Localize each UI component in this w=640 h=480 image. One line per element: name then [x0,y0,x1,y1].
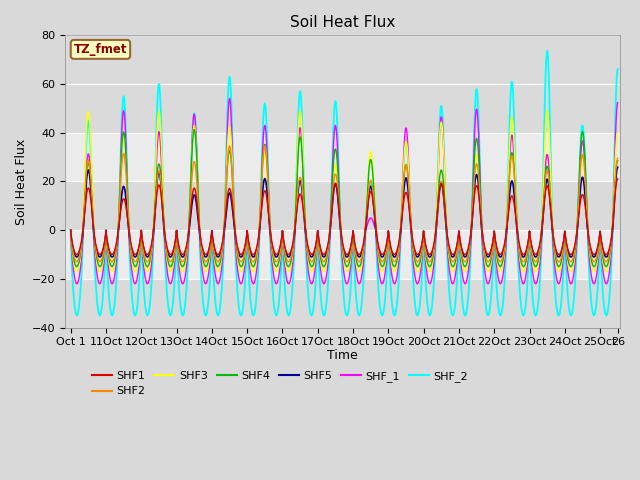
SHF_1 [610,198,618,204]
SHF5 [355,254,363,260]
SHF1 [273,252,281,257]
Bar [65,230,620,279]
SHF3 [285,269,292,275]
SHF_1 [200,275,207,281]
SHF_2 [614,66,621,72]
SHF3 [200,263,207,269]
Bar [65,279,620,327]
SHF2 [614,156,621,161]
SHF2 [610,206,618,212]
SHF4 [312,248,320,254]
Bar [65,181,620,230]
SHF5 [67,227,74,233]
SHF3 [610,198,618,204]
SHF3 [194,177,202,182]
SHF_2 [67,227,74,233]
SHF2 [273,259,281,264]
Line: SHF2: SHF2 [70,146,618,262]
Text: TZ_fmet: TZ_fmet [74,43,127,56]
SHF1 [196,235,204,241]
Line: SHF3: SHF3 [70,111,618,272]
SHF4 [285,264,292,270]
SHF2 [285,259,292,264]
Bar [65,133,620,181]
SHF3 [196,241,204,247]
SHF2 [194,194,202,200]
SHF2 [312,245,320,251]
SHF5 [194,212,202,218]
Line: SHF_1: SHF_1 [70,98,618,284]
SHF_1 [273,280,281,286]
SHF_1 [194,178,202,184]
SHF5 [273,254,281,260]
SHF3 [273,268,281,274]
SHF1 [312,241,320,247]
SHF1 [200,248,207,254]
X-axis label: Time: Time [327,348,358,361]
SHF1 [285,252,292,257]
SHF_2 [200,303,207,309]
SHF5 [610,215,618,220]
SHF_2 [543,48,551,54]
SHF4 [610,206,618,212]
SHF_1 [226,96,234,101]
SHF4 [197,240,205,246]
SHF3 [543,108,551,114]
SHF2 [261,143,269,149]
SHF4 [194,181,202,187]
SHF_2 [196,263,204,268]
Bar [65,36,620,133]
Line: SHF1: SHF1 [70,179,618,254]
SHF_1 [614,100,621,106]
SHF3 [614,129,621,135]
SHF5 [312,243,319,249]
SHF_2 [273,312,281,318]
SHF4 [200,259,207,265]
Line: SHF_2: SHF_2 [70,51,618,315]
SHF1 [67,227,74,233]
SHF1 [610,213,618,219]
SHF_1 [355,281,363,287]
SHF5 [200,251,207,257]
Line: SHF4: SHF4 [70,130,618,267]
SHF_1 [67,227,74,233]
Line: SHF5: SHF5 [70,167,618,257]
SHF2 [196,238,204,243]
SHF5 [196,239,204,244]
SHF4 [273,264,281,269]
SHF_2 [312,278,319,284]
SHF2 [67,227,74,233]
SHF3 [312,252,320,257]
SHF_2 [194,178,202,184]
SHF4 [614,158,621,164]
SHF_2 [355,312,363,318]
SHF5 [614,164,621,170]
SHF_2 [610,191,618,196]
SHF3 [67,227,74,233]
Title: Soil Heat Flux: Soil Heat Flux [290,15,395,30]
SHF1 [194,207,202,213]
Legend: SHF1, SHF2, SHF3, SHF4, SHF5, SHF_1, SHF_2: SHF1, SHF2, SHF3, SHF4, SHF5, SHF_1, SHF… [88,366,472,401]
Y-axis label: Soil Heat Flux: Soil Heat Flux [15,138,28,225]
SHF4 [67,227,74,233]
SHF2 [200,254,207,260]
SHF1 [614,176,621,182]
SHF_1 [196,250,204,255]
SHF4 [191,127,198,132]
SHF_1 [312,258,320,264]
